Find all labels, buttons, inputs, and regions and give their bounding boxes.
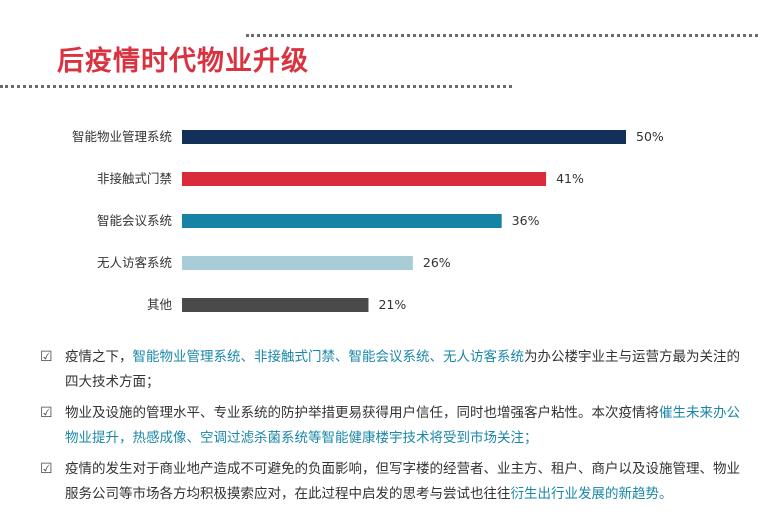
value-label: 21%: [378, 297, 406, 312]
bar: [182, 256, 413, 270]
bar: [182, 298, 369, 312]
bar: [182, 214, 502, 228]
bar-chart: 智能物业管理系统 50% 非接触式门禁 41% 智能会议系统 36% 无人访客系统 26% 其他…: [72, 129, 664, 312]
value-label: 50%: [636, 129, 664, 144]
dotted-rule-top: [246, 34, 758, 37]
bullet-highlight: 智能物业管理系统、非接触式门禁、智能会议系统、无人访客系统: [132, 349, 525, 365]
page-title: 后疫情时代物业升级: [57, 46, 309, 77]
category-label: 非接触式门禁: [97, 171, 172, 186]
category-label: 智能物业管理系统: [72, 129, 172, 144]
bullet-item: ☑ 疫情的发生对于商业地产造成不可避免的负面影响，但写字楼的经营者、业主方、租户…: [40, 457, 740, 507]
checkbox-icon: ☑: [40, 461, 53, 477]
dotted-rule-bottom: [0, 85, 512, 88]
value-label: 26%: [423, 255, 451, 270]
category-label: 智能会议系统: [97, 213, 172, 228]
checkbox-icon: ☑: [40, 349, 53, 365]
bar: [182, 130, 626, 144]
checkbox-icon: ☑: [40, 405, 53, 421]
bullet-text: 为办公楼宇业主与运营方最为关注的四大技术方面；: [65, 349, 740, 390]
bullet-highlight: 衍生出行业发展的新趋势。: [510, 486, 673, 502]
bullet-list: ☑ 疫情之下，智能物业管理系统、非接触式门禁、智能会议系统、无人访客系统为办公楼…: [40, 345, 740, 513]
value-label: 41%: [556, 171, 584, 186]
bullet-highlight: 催生未来办公物业提升，热感成像、空调过滤杀菌系统等智能健康楼宇技术将受到市场关注…: [65, 405, 740, 446]
bullet-text: 物业及设施的管理水平、专业系统的防护举措更易获得用户信任，同时也增强客户粘性。本…: [65, 405, 659, 421]
bullet-item: ☑ 疫情之下，智能物业管理系统、非接触式门禁、智能会议系统、无人访客系统为办公楼…: [40, 345, 740, 395]
bullet-item: ☑ 物业及设施的管理水平、专业系统的防护举措更易获得用户信任，同时也增强客户粘性…: [40, 401, 740, 451]
category-label: 其他: [147, 297, 173, 312]
bullet-text: 疫情之下，: [65, 349, 133, 365]
bar: [182, 172, 547, 186]
value-label: 36%: [512, 213, 540, 228]
category-label: 无人访客系统: [97, 255, 172, 270]
bullet-text: 疫情的发生对于商业地产造成不可避免的负面影响，但写字楼的经营者、业主方、租户、商…: [65, 461, 740, 502]
